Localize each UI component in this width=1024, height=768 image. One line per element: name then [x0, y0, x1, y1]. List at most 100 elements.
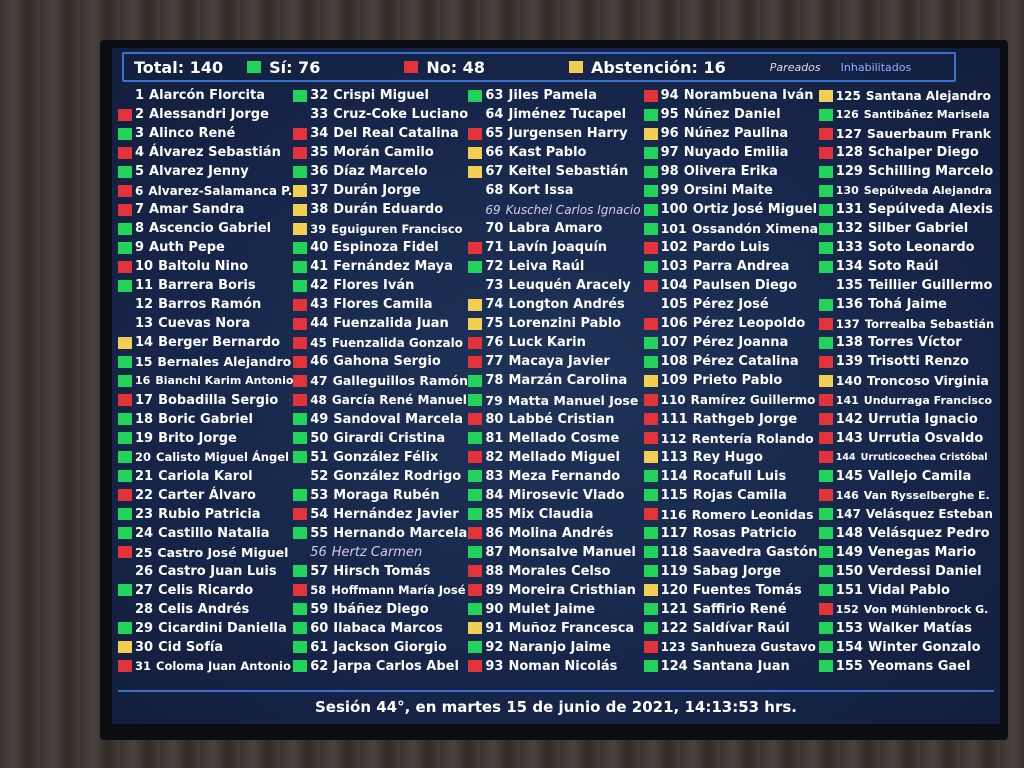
member-number: 127 [835, 126, 862, 142]
vote-square-icon [118, 394, 132, 407]
member-row: 56 Hertz Carmen [293, 543, 468, 562]
member-number: 125 [835, 88, 861, 103]
abstencion-square-icon [568, 61, 583, 73]
member-row: 120 Fuentes Tomás [643, 581, 819, 600]
vote-square-icon [118, 603, 132, 615]
member-row: 137 Torrealba Sebastián [818, 314, 994, 333]
member-number: 45 [310, 335, 327, 350]
member-name: Carter Álvaro [158, 487, 256, 503]
vote-square-icon [293, 241, 308, 254]
member-number: 78 [485, 373, 504, 389]
member-row: 18 Boric Gabriel [118, 410, 293, 429]
member-name: Mirosevic Vlado [508, 487, 625, 503]
vote-square-icon [643, 584, 658, 597]
member-number: 84 [485, 487, 504, 503]
member-row: 136 Tohá Jaime [818, 295, 994, 314]
member-name: Mellado Miguel [508, 449, 620, 465]
member-name: Santana Juan [692, 658, 790, 674]
member-number: 17 [135, 392, 154, 408]
member-name: Castro José Miguel [157, 544, 289, 560]
member-number: 92 [485, 639, 504, 655]
member-row: 103 Parra Andrea [643, 257, 819, 276]
vote-square-icon [468, 89, 483, 102]
vote-square-icon [293, 260, 308, 273]
member-row: 124 Santana Juan [643, 657, 819, 676]
member-number: 150 [835, 563, 863, 579]
member-name: Barros Ramón [158, 297, 262, 313]
vote-square-icon [118, 108, 132, 121]
member-row: 70 Labra Amaro [468, 219, 643, 238]
inhabilitados-legend: Inhabilitados [840, 60, 912, 74]
member-row: 41 Fernández Maya [293, 257, 468, 276]
member-row: 149 Venegas Mario [818, 543, 994, 562]
vote-square-icon [293, 184, 308, 197]
member-number: 136 [835, 297, 863, 313]
member-row: 66 Kast Pablo [468, 143, 643, 162]
member-row: 96 Núñez Paulina [643, 124, 819, 143]
vote-square-icon [468, 204, 482, 216]
member-number: 82 [485, 449, 504, 465]
member-number: 122 [660, 620, 688, 636]
member-name: Cariola Karol [158, 468, 253, 484]
member-name: Soto Leonardo [867, 240, 975, 256]
vote-square-icon [118, 260, 132, 273]
vote-square-icon [643, 565, 658, 578]
member-number: 117 [660, 525, 688, 541]
member-name: Venegas Mario [867, 544, 977, 560]
vote-square-icon [293, 508, 308, 521]
member-row: 128 Schalper Diego [818, 143, 994, 162]
member-name: Coloma Juan Antonio [156, 659, 291, 674]
vote-square-icon [293, 413, 308, 426]
member-number: 131 [835, 202, 863, 218]
vote-square-icon [643, 546, 658, 559]
member-name: Cuevas Nora [158, 316, 251, 332]
vote-square-icon [468, 394, 483, 407]
member-row: 109 Prieto Pablo [643, 371, 819, 390]
member-row: 100 Ortiz José Miguel [643, 200, 819, 219]
member-number: 46 [310, 354, 329, 370]
member-number: 23 [135, 506, 154, 522]
vote-square-icon [643, 241, 658, 254]
member-name: Ascencio Gabriel [149, 221, 272, 237]
member-name: Jackson Giorgio [333, 639, 447, 655]
vote-square-icon [643, 203, 658, 216]
member-row: 13 Cuevas Nora [118, 314, 293, 333]
member-number: 87 [485, 544, 504, 560]
member-row: 141 Undurraga Francisco [818, 391, 994, 410]
member-name: Alinco René [149, 126, 236, 142]
member-name: García René Manuel [331, 393, 467, 408]
member-row: 93 Noman Nicolás [468, 657, 643, 676]
member-name: Noman Nicolás [508, 658, 618, 674]
member-name: Pérez Leopoldo [692, 316, 806, 332]
vote-square-icon [118, 527, 132, 540]
member-name: Romero Leonidas [691, 506, 814, 522]
member-name: Bernales Alejandro [157, 354, 292, 370]
vote-square-icon [818, 641, 833, 654]
member-name: Moraga Rubén [333, 487, 440, 503]
vote-square-icon [643, 603, 658, 616]
vote-square-icon [818, 622, 833, 635]
vote-square-icon [468, 413, 483, 426]
member-name: Fernández Maya [333, 259, 453, 275]
member-name: Eguiguren Francisco [331, 221, 463, 236]
member-number: 114 [660, 468, 688, 484]
member-row: 31 Coloma Juan Antonio [118, 657, 293, 676]
member-row: 134 Soto Raúl [818, 257, 994, 276]
member-number: 65 [485, 126, 504, 142]
member-number: 16 [135, 374, 151, 388]
member-name: González Rodrigo [333, 468, 462, 484]
vote-square-icon [293, 546, 307, 558]
vote-square-icon [293, 527, 308, 540]
vote-square-icon [818, 108, 833, 121]
member-row: 25 Castro José Miguel [118, 543, 293, 562]
member-row: 73 Leuquén Aracely [468, 276, 643, 295]
vote-square-icon [118, 622, 132, 635]
member-number: 71 [485, 240, 504, 256]
member-name: Jiles Pamela [508, 88, 597, 104]
member-row: 122 Saldívar Raúl [643, 619, 819, 638]
vote-square-icon [643, 146, 658, 159]
vote-square-icon [118, 660, 132, 673]
session-info: Sesión 44°, en martes 15 de junio de 202… [314, 698, 797, 716]
member-name: Alessandri Jorge [149, 107, 269, 123]
vote-square-icon [818, 203, 833, 216]
